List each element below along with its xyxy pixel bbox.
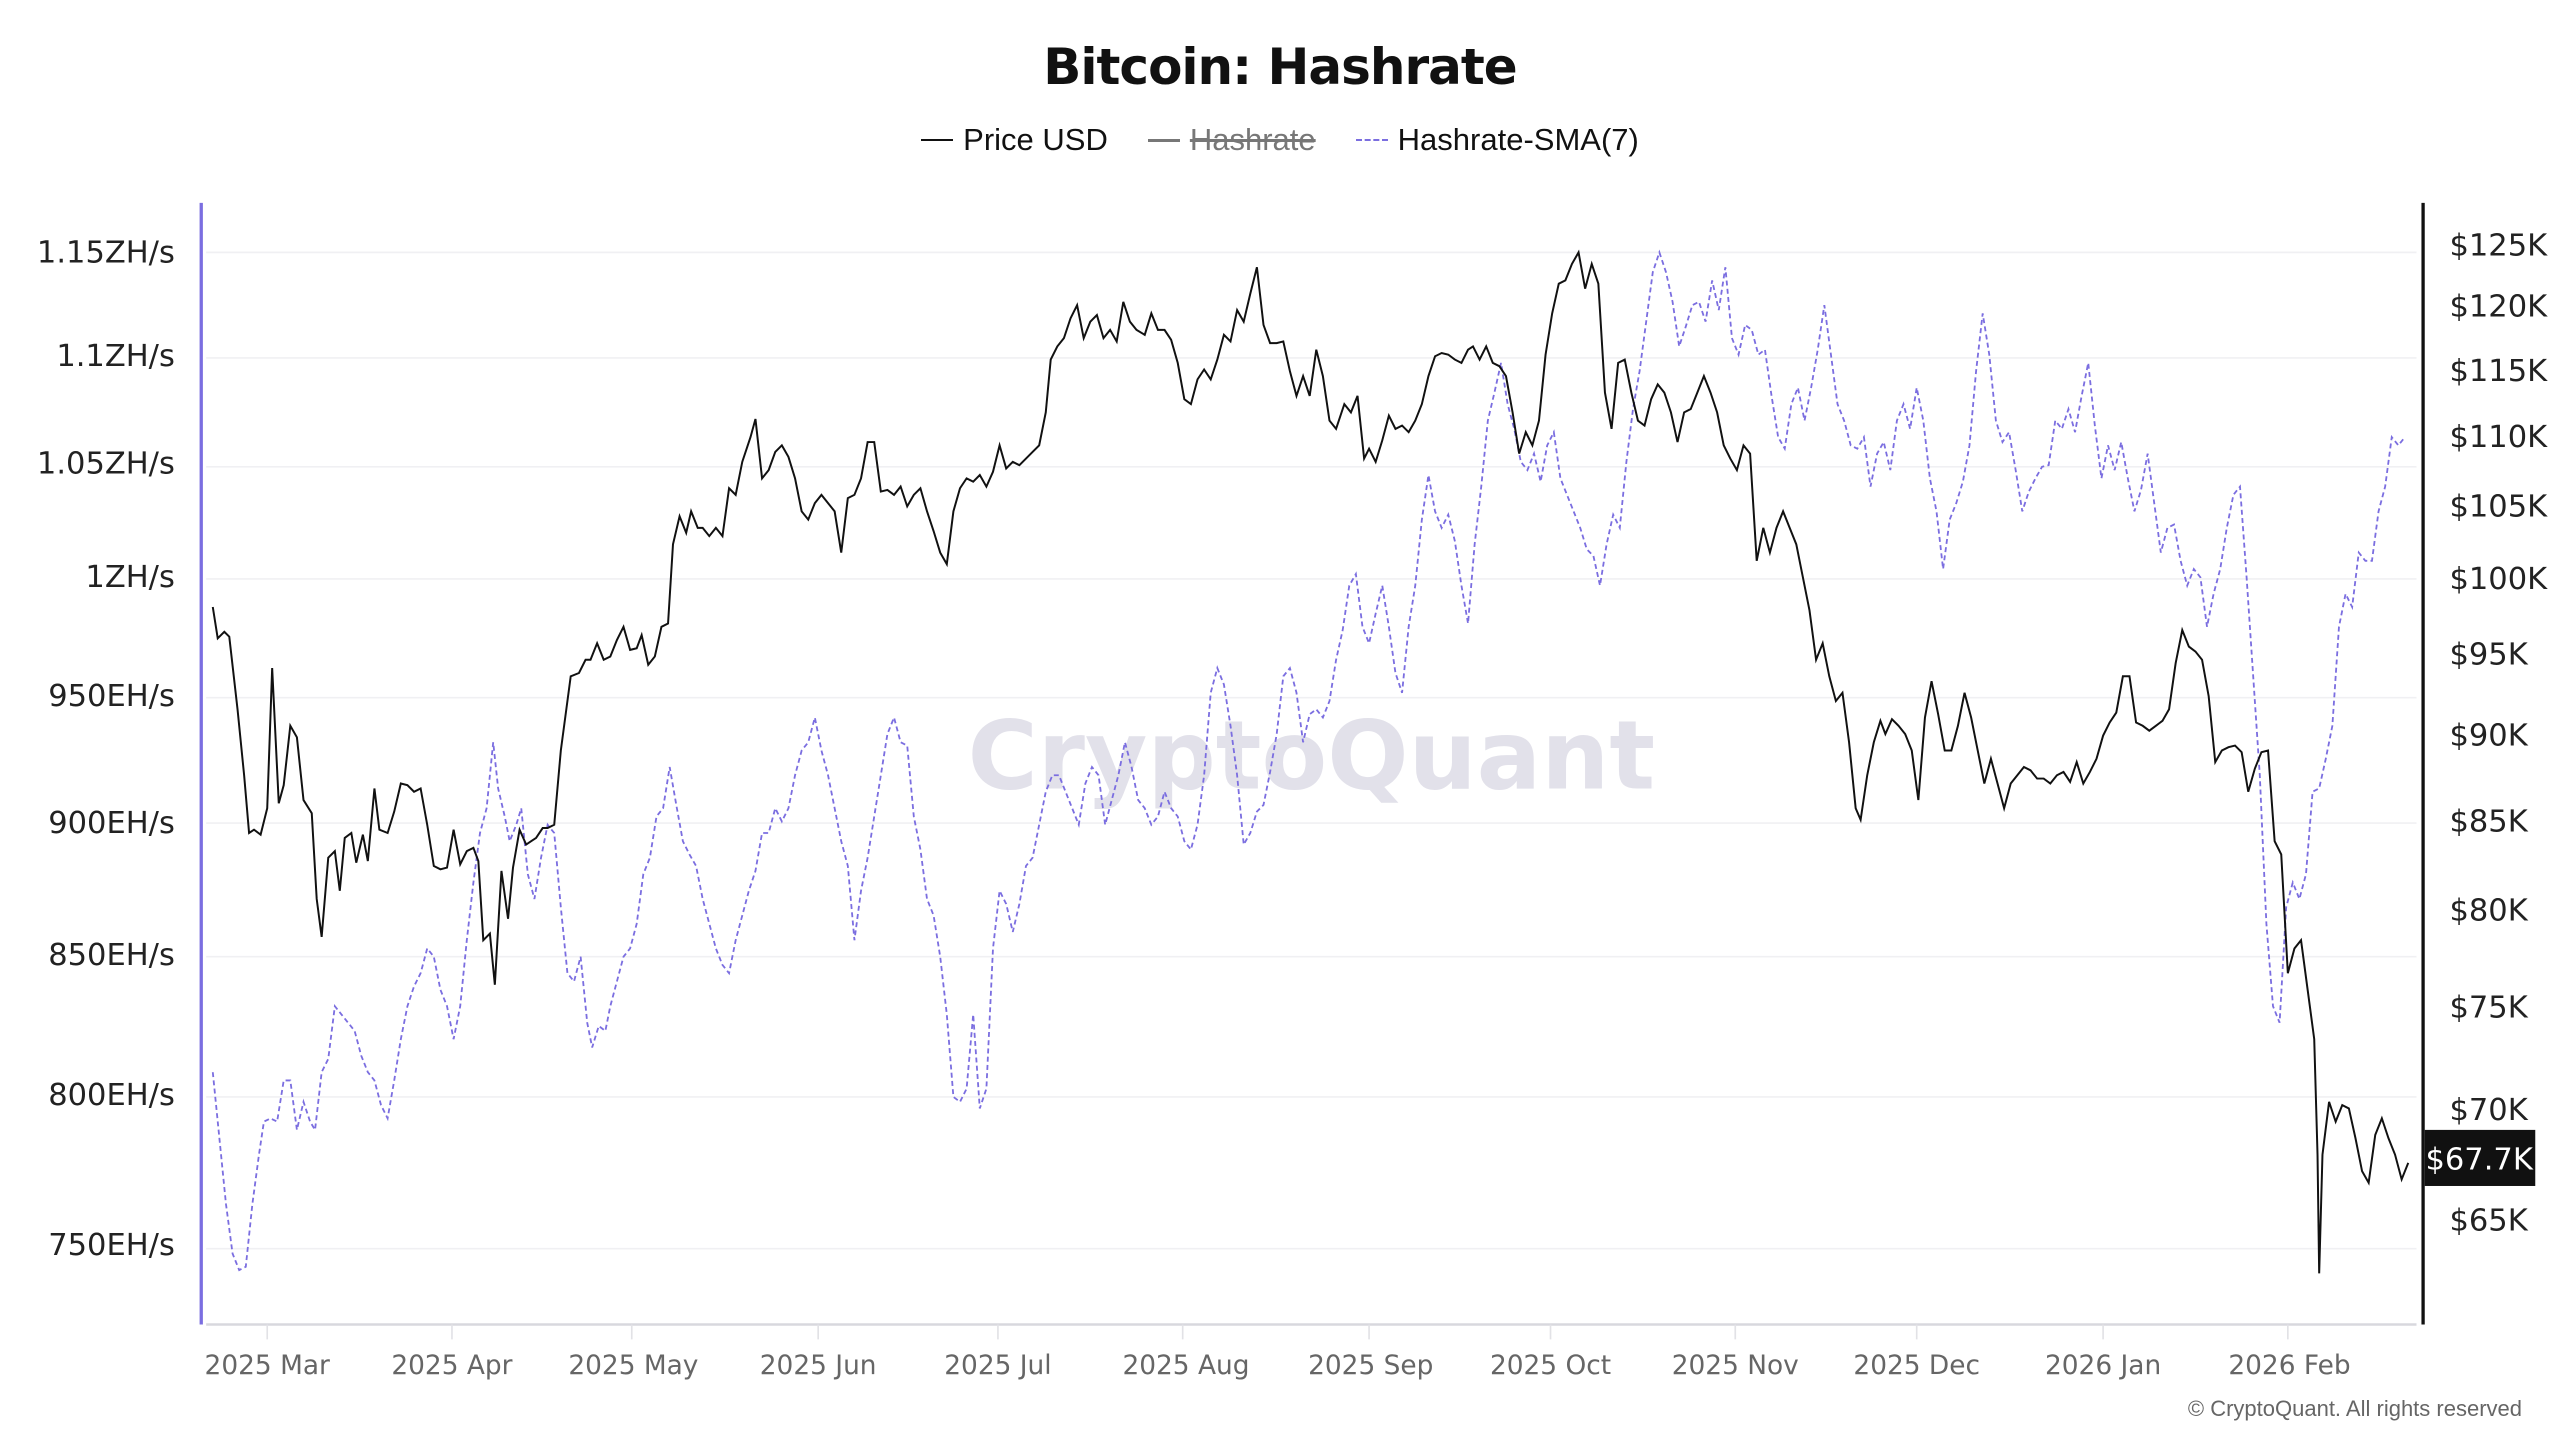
watermark: CryptoQuant (968, 699, 1655, 811)
left-axis-label: 750EH/s (48, 1228, 175, 1263)
right-axis-label: $75K (2449, 991, 2528, 1026)
right-axis-label: $120K (2449, 290, 2548, 325)
left-axis-label: 900EH/s (48, 806, 175, 841)
x-axis-label: 2025 Nov (1672, 1351, 1799, 1381)
current-price-badge-label: $67.7K (2426, 1142, 2534, 1177)
copyright-notice: © CryptoQuant. All rights reserved (2187, 1396, 2522, 1421)
left-axis-label: 1.05ZH/s (37, 446, 175, 481)
right-axis-label: $80K (2449, 893, 2528, 928)
x-axis-label: 2026 Feb (2228, 1351, 2350, 1381)
hashrate-sma-line[interactable] (211, 249, 2406, 1272)
x-axis-label: 2025 Apr (391, 1351, 512, 1381)
right-axis-label: $110K (2449, 420, 2548, 455)
current-price-badge (2424, 1129, 2536, 1186)
x-axis-label: 2025 Jul (944, 1351, 1051, 1381)
right-axis-label: $85K (2449, 804, 2528, 839)
right-axis-label: $65K (2449, 1204, 2528, 1239)
x-axis-label: 2026 Jan (2045, 1351, 2161, 1381)
legend-label: Price USD (963, 122, 1108, 157)
left-axis: 1.15ZH/s 1.1ZH/s 1.05ZH/s 1ZH/s 950EH/s … (37, 202, 203, 1325)
x-axis-label: 2025 Aug (1122, 1351, 1249, 1381)
x-axis-label: 2025 Oct (1490, 1351, 1611, 1381)
left-axis-label: 1ZH/s (85, 560, 174, 595)
left-axis-label: 1.15ZH/s (37, 235, 175, 270)
left-axis-label: 800EH/s (48, 1078, 175, 1113)
left-axis-label: 850EH/s (48, 938, 175, 973)
legend-item-hashrate-sma[interactable]: Hashrate-SMA(7) (1355, 122, 1639, 158)
left-axis-label: 1.1ZH/s (56, 339, 175, 374)
x-axis-label: 2025 Sep (1308, 1351, 1433, 1381)
legend-item-price-usd[interactable]: Price USD (921, 122, 1108, 158)
right-axis-label: $115K (2449, 354, 2548, 389)
right-axis-label: $100K (2449, 562, 2548, 597)
x-axis-label: 2025 Jun (760, 1351, 877, 1381)
dashed-line-swatch-icon (1355, 139, 1388, 141)
right-axis-label: $125K (2449, 229, 2548, 264)
legend-item-hashrate[interactable]: Hashrate (1147, 122, 1316, 158)
chart-title: Bitcoin: Hashrate (1043, 38, 1517, 96)
price-usd-line[interactable] (211, 249, 2410, 1274)
right-axis-label: $70K (2449, 1093, 2528, 1128)
right-axis-label: $95K (2449, 638, 2528, 673)
right-axis-label: $105K (2449, 489, 2548, 524)
x-axis-label: 2025 May (568, 1351, 698, 1381)
legend: Price USD Hashrate Hashrate-SMA(7) (0, 122, 2560, 158)
x-axis-label: 2025 Mar (205, 1351, 330, 1381)
right-axis: $125K $120K $115K $110K $105K $100K $95K… (2421, 202, 2548, 1325)
right-axis-label: $90K (2449, 719, 2528, 754)
legend-label: Hashrate (1189, 122, 1316, 157)
left-axis-label: 950EH/s (48, 679, 175, 714)
solid-line-swatch-icon (1147, 138, 1180, 142)
solid-line-swatch-icon (921, 139, 954, 141)
legend-label: Hashrate-SMA(7) (1397, 122, 1639, 157)
gridlines (206, 251, 2417, 1250)
x-axis: 2025 Mar 2025 Apr 2025 May 2025 Jun 2025… (205, 1323, 2417, 1381)
x-axis-label: 2025 Dec (1853, 1351, 1980, 1381)
